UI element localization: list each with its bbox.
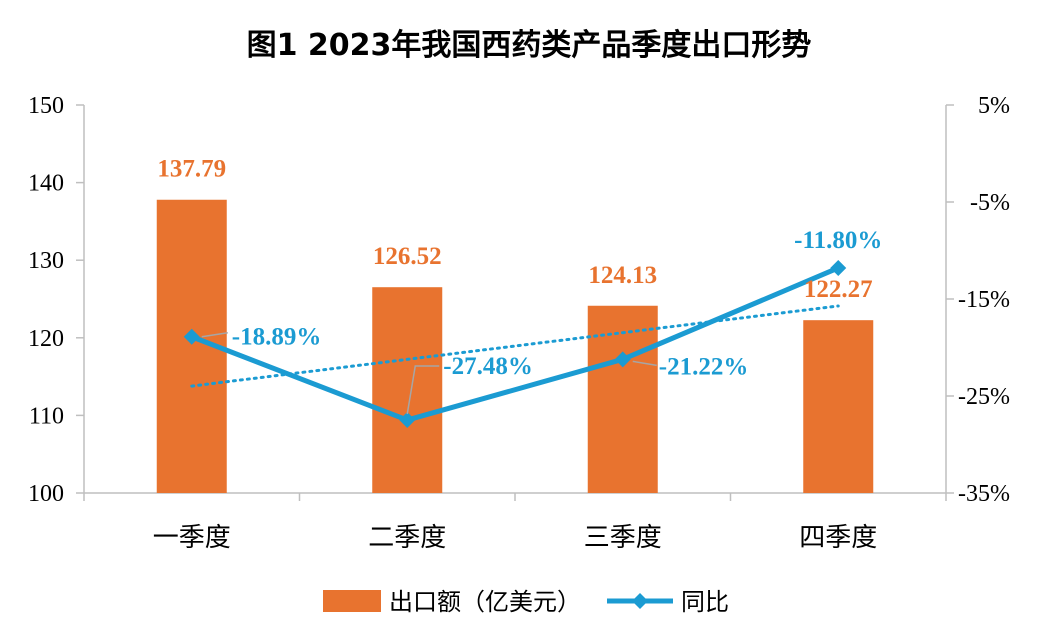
bar: [587, 305, 658, 493]
legend-bar-label: 出口额（亿美元）: [389, 588, 581, 616]
bar-value-label: 126.52: [373, 243, 442, 270]
right-tick-label: -5%: [970, 190, 1010, 216]
bar-value-label: 124.13: [588, 262, 657, 289]
leader-line: [632, 360, 657, 367]
right-tick-label: -35%: [958, 481, 1010, 507]
category-label: 四季度: [799, 523, 877, 553]
left-tick-label: 100: [28, 481, 64, 507]
left-tick-label: 150: [28, 93, 64, 119]
right-tick-label: -15%: [958, 287, 1010, 313]
line-marker: [183, 328, 200, 345]
right-tick-label: 5%: [978, 93, 1010, 119]
line-value-label: -27.48%: [443, 353, 533, 380]
category-label: 一季度: [153, 523, 231, 553]
legend-line-marker: [632, 593, 648, 609]
legend-line-label: 同比: [681, 588, 729, 616]
line-marker: [614, 351, 631, 368]
line-value-label: -18.89%: [232, 324, 322, 351]
line-value-label: -11.80%: [794, 227, 882, 254]
bar-value-label: 122.27: [804, 276, 873, 303]
bar: [372, 287, 443, 493]
line-marker: [399, 412, 416, 429]
left-tick-label: 120: [28, 326, 64, 352]
leader-line: [406, 365, 440, 415]
right-tick-label: -25%: [958, 384, 1010, 410]
category-label: 三季度: [584, 523, 662, 553]
leader-line: [201, 331, 228, 338]
bar: [803, 320, 874, 493]
chart-title: 图1 2023年我国西药类产品季度出口形势: [247, 28, 812, 63]
line-marker: [830, 259, 847, 276]
line-value-label: -21.22%: [659, 353, 749, 380]
left-tick-label: 130: [28, 248, 64, 274]
legend-bar-swatch: [323, 590, 381, 612]
left-tick-label: 140: [28, 171, 64, 197]
category-label: 二季度: [368, 523, 446, 553]
bar-value-label: 137.79: [157, 156, 226, 183]
line-series: [190, 265, 840, 423]
left-tick-label: 110: [29, 403, 64, 429]
